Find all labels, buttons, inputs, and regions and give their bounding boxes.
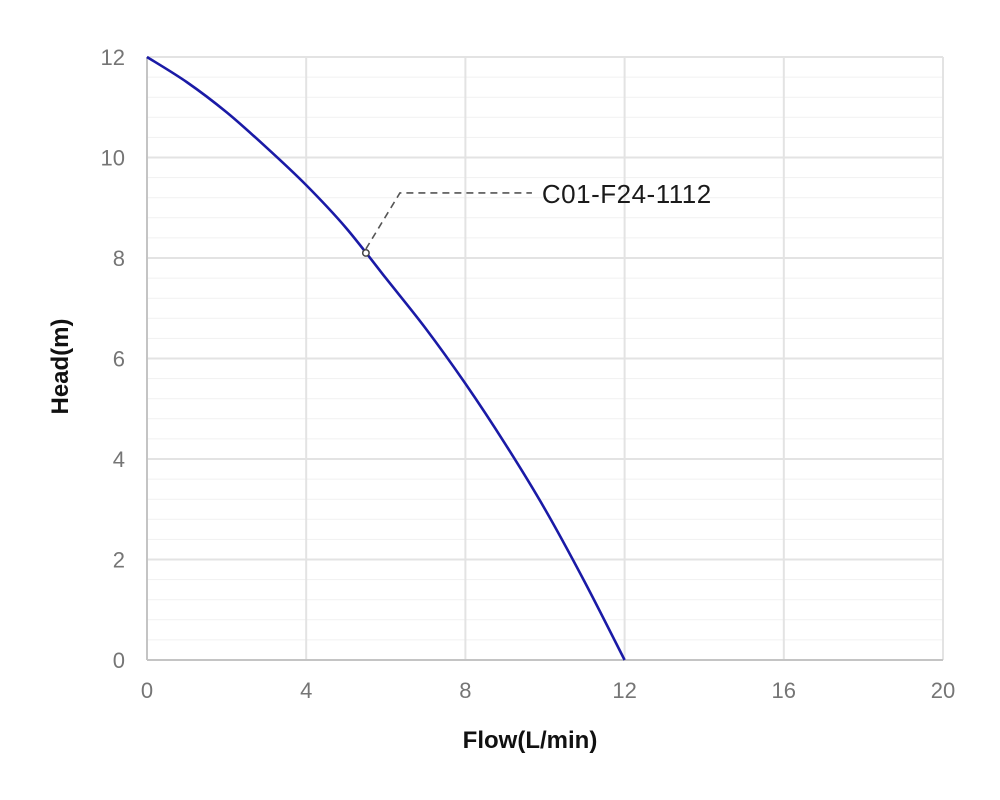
y-tick-label: 6 [113, 347, 125, 372]
series-layer [146, 55, 626, 661]
y-tick-label: 8 [113, 246, 125, 271]
major-grid [147, 56, 944, 660]
annotation-layer: C01-F24-1112 [361, 179, 712, 257]
annotation-leader-line [365, 192, 532, 250]
axes [146, 57, 943, 661]
x-tick-labels: 0 4 8 12 16 20 [141, 678, 955, 703]
y-axis-title: Head(m) [47, 318, 74, 414]
x-tick-label: 4 [300, 678, 312, 703]
series-line [146, 55, 626, 661]
x-tick-label: 0 [141, 678, 153, 703]
y-tick-label: 2 [113, 548, 125, 573]
annotation-marker [361, 249, 370, 257]
x-tick-label: 16 [772, 678, 796, 703]
x-tick-label: 12 [612, 678, 636, 703]
x-axis-title: Flow(L/min) [463, 727, 598, 754]
y-tick-label: 12 [101, 45, 125, 70]
x-tick-label: 8 [459, 678, 471, 703]
x-tick-label: 20 [931, 678, 955, 703]
y-tick-label: 10 [101, 146, 125, 171]
minor-grid [147, 76, 943, 641]
annotation-label: C01-F24-1112 [542, 179, 712, 209]
y-tick-label: 0 [113, 648, 125, 673]
y-tick-label: 4 [113, 447, 125, 472]
y-tick-labels: 0 2 4 6 8 10 12 [101, 45, 125, 673]
